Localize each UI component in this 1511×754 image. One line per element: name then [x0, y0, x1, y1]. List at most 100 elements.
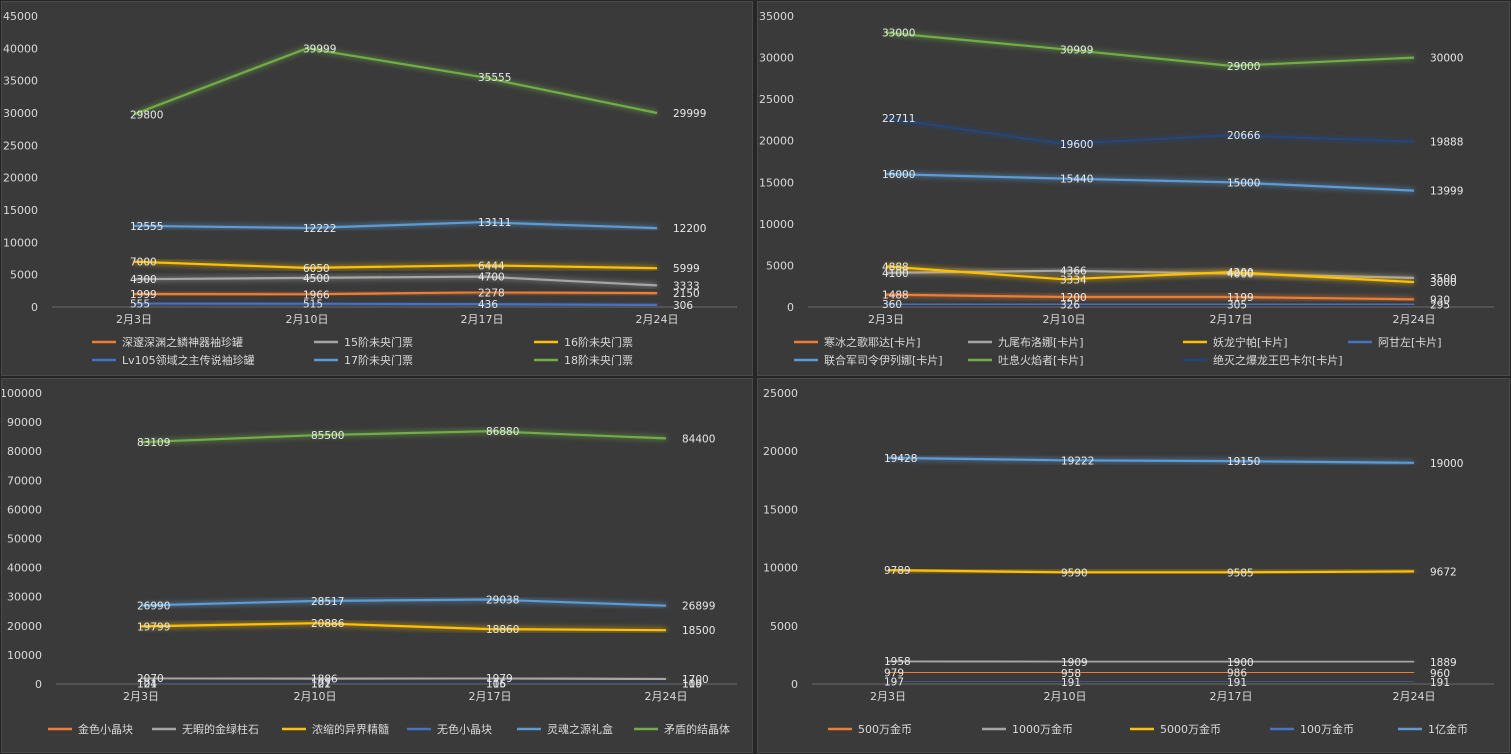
data-label: 1909: [1061, 657, 1088, 669]
legend-item: 矛盾的结晶体: [634, 722, 730, 736]
y-tick-label: 30000: [7, 591, 42, 604]
data-label: 28517: [311, 596, 344, 608]
legend-item: 16阶未央门票: [534, 335, 633, 349]
y-tick-label: 25000: [3, 139, 38, 152]
chart-panel-tickets: 0 5000 10000 15000 20000 25000 30000 35000 40000…: [1, 1, 753, 376]
series-line: [885, 172, 1415, 192]
data-label: 39999: [303, 43, 336, 55]
legend-label: 16阶未央门票: [564, 335, 633, 349]
legend-item: 无暇的金绿柱石: [152, 722, 259, 736]
x-tick-label: 2月3日: [868, 313, 904, 326]
y-tick-label: 40000: [7, 562, 42, 575]
data-label: 19000: [1430, 458, 1463, 470]
data-label: 930: [1430, 294, 1450, 306]
data-label: 9585: [1227, 567, 1254, 579]
legend-item: 九尾布洛娜[卡片]: [968, 335, 1084, 349]
data-label: 515: [303, 299, 323, 311]
x-tick-label: 2月17日: [1210, 690, 1253, 703]
line-chart: 0 5000 10000 15000 20000 25000 30000 35000 40000…: [3, 10, 737, 367]
x-tick-label: 2月10日: [1044, 690, 1087, 703]
chart-panel-crystals: 0 10000 20000 30000 40000 50000 60000 70000 8000…: [1, 378, 753, 753]
series-line: [140, 430, 667, 444]
x-tick-label: 2月24日: [645, 690, 688, 703]
data-label: 116: [486, 679, 506, 691]
legend-label: 1亿金币: [1428, 722, 1468, 736]
data-label: 121: [137, 679, 157, 691]
data-label: 19888: [1430, 137, 1463, 149]
y-tick-label: 0: [791, 678, 798, 691]
data-label: 360: [882, 299, 902, 311]
y-tick-label: 90000: [7, 416, 42, 429]
x-tick-label: 2月10日: [1043, 313, 1086, 326]
y-tick-label: 5000: [10, 269, 38, 282]
data-label: 35555: [478, 72, 511, 84]
x-tick-label: 2月24日: [636, 313, 679, 326]
legend-label: 灵魂之源礼盒: [547, 722, 613, 736]
data-label: 191: [1227, 677, 1247, 689]
legend-item: 深邃深渊之鳞神器袖珍罐: [92, 335, 243, 349]
data-label: 26990: [137, 600, 170, 612]
series-line: [887, 660, 1415, 664]
legend-label: 5000万金币: [1160, 722, 1221, 736]
legend-label: 无暇的金绿柱石: [182, 722, 259, 736]
legend-item: 吐息火焰者[卡片]: [968, 353, 1084, 367]
data-label: 326: [1060, 299, 1080, 311]
legend-item: 15阶未央门票: [314, 335, 413, 349]
data-label: 29038: [486, 594, 519, 606]
data-label: 30000: [1430, 53, 1463, 65]
legend-item: 17阶未央门票: [314, 353, 413, 367]
legend-label: 深邃深渊之鳞神器袖珍罐: [122, 335, 243, 349]
x-tick-label: 2月24日: [1393, 690, 1436, 703]
data-label: 4200: [1227, 267, 1254, 279]
y-tick-label: 0: [787, 301, 794, 314]
y-tick-label: 60000: [7, 503, 42, 516]
legend-item: 1000万金币: [982, 722, 1073, 736]
y-tick-label: 70000: [7, 474, 42, 487]
series-line: [885, 302, 1414, 306]
series-line: [887, 456, 1415, 464]
data-label: 119: [682, 679, 702, 691]
y-tick-label: 35000: [759, 10, 794, 23]
series-line: [885, 117, 1415, 146]
data-label: 19222: [1061, 455, 1094, 467]
series-line: [140, 676, 667, 681]
legend-item: 金色小晶块: [48, 722, 133, 736]
data-label: 306: [673, 300, 693, 312]
data-label: 2150: [673, 288, 700, 300]
data-label: 100: [682, 679, 702, 691]
data-label: 30999: [1060, 44, 1093, 56]
data-label: 19600: [1060, 139, 1093, 151]
data-label: 15440: [1060, 174, 1093, 186]
data-label: 960: [1430, 668, 1450, 680]
data-label: 9672: [1430, 566, 1457, 578]
data-label: 986: [1227, 668, 1247, 680]
series-line: [133, 260, 658, 270]
y-tick-label: 30000: [759, 52, 794, 65]
data-label: 83109: [137, 437, 170, 449]
data-label: 20886: [311, 618, 345, 630]
data-label: 18500: [682, 625, 715, 637]
data-label: 20666: [1227, 130, 1261, 142]
legend-item: 灵魂之源礼盒: [517, 722, 613, 736]
series-line: [140, 598, 667, 607]
data-label: 3000: [1430, 277, 1457, 289]
data-label: 9590: [1061, 567, 1088, 579]
data-label: 1889: [1430, 657, 1457, 669]
data-label: 85500: [311, 430, 344, 442]
y-tick-label: 20000: [763, 445, 798, 458]
data-label: 191: [1430, 677, 1450, 689]
data-label: 5999: [673, 263, 700, 275]
data-label: 2278: [478, 287, 505, 299]
legend-label: 15阶未央门票: [344, 335, 413, 349]
legend-label: 18阶未央门票: [564, 353, 633, 367]
y-tick-label: 15000: [763, 503, 798, 516]
legend-label: 500万金币: [858, 722, 912, 736]
data-label: 305: [1227, 299, 1247, 311]
legend-item: 浓缩的异界精髓: [282, 722, 389, 736]
data-label: 1200: [1060, 292, 1087, 304]
data-label: 1966: [303, 289, 330, 301]
y-tick-label: 20000: [7, 620, 42, 633]
data-label: 15000: [1227, 177, 1260, 189]
legend-item: 1亿金币: [1398, 722, 1468, 736]
legend-item: 5000万金币: [1130, 722, 1221, 736]
